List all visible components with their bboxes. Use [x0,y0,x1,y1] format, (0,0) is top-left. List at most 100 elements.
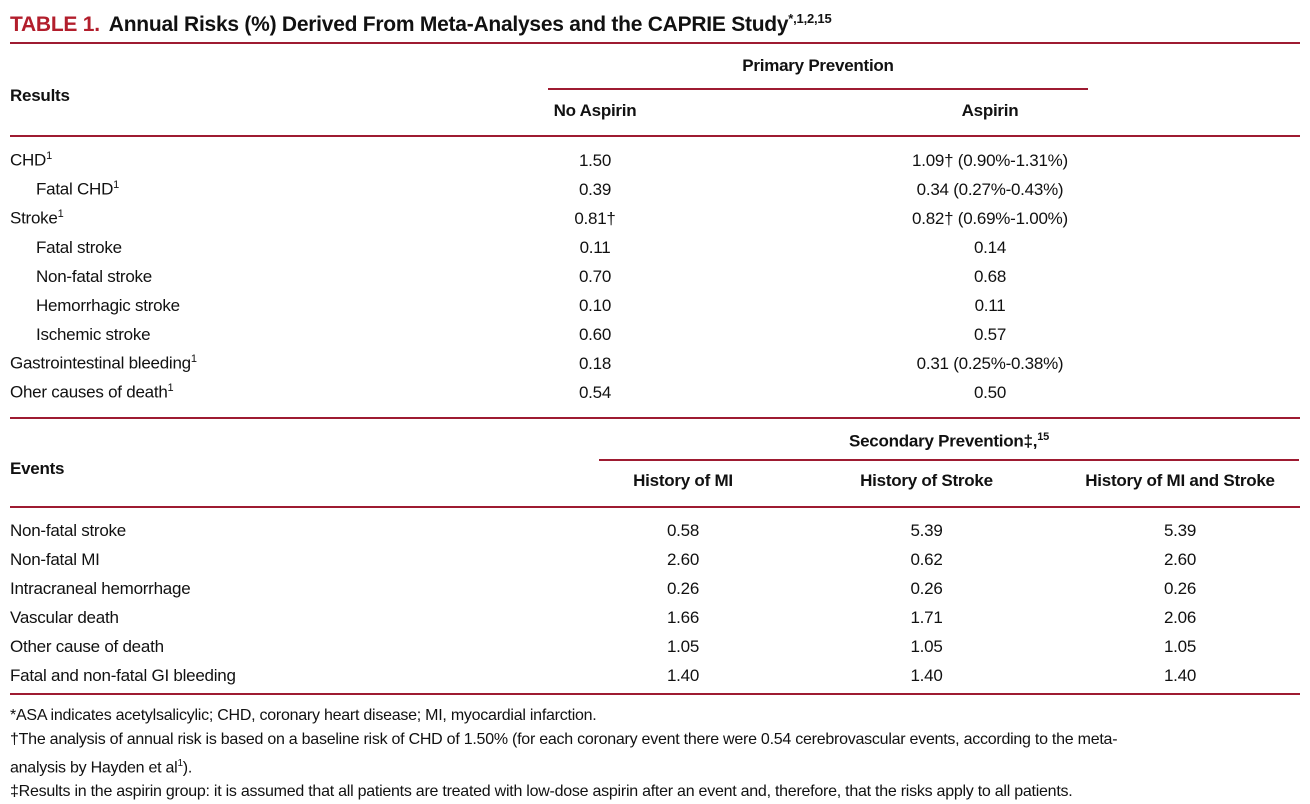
row-label-text: Other cause of death [10,636,164,656]
row-label-text: Vascular death [10,607,119,627]
col-head-aspirin: Aspirin [961,101,1019,120]
primary-prevention-rows: CHD1 1.50 1.09† (0.90%-1.31%) Fatal CHD1 0.3… [10,137,1300,407]
footnote-text: ). [182,759,193,777]
row-label: Other cause of death [10,637,593,657]
divider [10,42,1300,44]
value-history-of-mi-and-stroke: 0.26 [1163,578,1197,598]
divider [10,135,1300,137]
value-history-of-mi-and-stroke: 1.05 [1163,636,1197,656]
row-label-text: Non-fatal stroke [36,266,152,286]
table-row: Intracraneal hemorrhage 0.26 0.26 0.26 [10,574,1300,603]
value-aspirin: 0.82† (0.69%-1.00%) [912,208,1068,228]
row-label-text: Hemorrhagic stroke [36,295,180,315]
value-aspirin: 0.11 [974,295,1006,315]
row-label: Stroke1 [10,208,450,229]
row-label: Fatal CHD1 [10,179,450,200]
value-aspirin: 0.68 [973,266,1007,286]
footnotes: *ASA indicates acetylsalicylic; CHD, cor… [10,704,1300,804]
row-label-text: Fatal stroke [36,237,122,257]
secondary-stub-header: Events [10,459,65,478]
row-label: Intracraneal hemorrhage [10,579,593,599]
row-label: Vascular death [10,608,593,628]
row-label-text: CHD [10,150,47,170]
row-label: Gastrointestinal bleeding1 [10,353,450,374]
value-history-of-mi: 0.58 [666,520,700,540]
row-label-text: Stroke [10,208,58,228]
secondary-prevention-rows: Non-fatal stroke 0.58 5.39 5.39 Non-fatal MI… [10,508,1300,690]
value-no-aspirin: 0.70 [578,266,612,286]
row-label-superscript: 1 [57,208,64,221]
secondary-column-headers: History of MI History of Stroke History … [10,471,1300,491]
value-aspirin: 0.31 (0.25%-0.38%) [916,353,1064,373]
value-no-aspirin: 0.60 [578,324,612,344]
value-aspirin: 0.57 [973,324,1007,344]
table-row: Ischemic stroke 0.60 0.57 [10,320,1300,349]
secondary-prevention-header: Events Secondary Prevention‡,15 History … [10,419,1300,506]
row-label: Non-fatal stroke [10,267,450,287]
value-history-of-mi: 2.60 [666,549,700,569]
value-history-of-mi: 0.26 [666,578,700,598]
value-history-of-stroke: 1.05 [910,636,943,656]
table-row: Stroke1 0.81† 0.82† (0.69%-1.00%) [10,204,1300,233]
value-history-of-stroke: 1.40 [910,665,943,685]
row-label-superscript: 1 [46,150,53,163]
value-no-aspirin: 1.50 [578,150,612,170]
value-history-of-mi: 1.66 [666,607,700,627]
table-caption: TABLE 1. Annual Risks (%) Derived From Me… [10,0,1300,42]
value-aspirin: 1.09† (0.90%-1.31%) [912,150,1068,170]
table-row: Non-fatal stroke 0.70 0.68 [10,262,1300,291]
footnote: *ASA indicates acetylsalicylic; CHD, cor… [10,704,1300,728]
row-label: Hemorrhagic stroke [10,296,450,316]
footnote-text: analysis by Hayden et al [10,759,178,777]
value-no-aspirin: 0.18 [578,353,612,373]
table-row: Non-fatal stroke 0.58 5.39 5.39 [10,516,1300,545]
col-head-no-aspirin: No Aspirin [553,101,637,120]
table-row: Non-fatal MI 2.60 0.62 2.60 [10,545,1300,574]
value-history-of-stroke: 0.26 [910,578,943,598]
row-label-superscript: 1 [190,353,197,366]
value-no-aspirin: 0.10 [578,295,612,315]
col-head-history-of-stroke: History of Stroke [860,471,993,490]
divider [10,506,1300,508]
footnote-text: *ASA indicates acetylsalicylic; CHD, cor… [10,707,597,724]
divider [10,417,1300,419]
value-history-of-stroke: 0.62 [910,549,943,569]
value-history-of-mi-and-stroke: 1.40 [1163,665,1197,685]
table-title-superscript: *,1,2,15 [788,11,832,26]
footnote: †The analysis of annual risk is based on… [10,728,1300,780]
row-label-text: Non-fatal stroke [10,520,126,540]
primary-group-header-label: Primary Prevention [742,56,894,75]
primary-stub-header: Results [10,86,70,105]
value-no-aspirin: 0.11 [579,237,611,257]
row-label-superscript: 1 [167,382,174,395]
table-row: Hemorrhagic stroke 0.10 0.11 [10,291,1300,320]
row-label: Non-fatal stroke [10,521,593,541]
footnote-superscript: 1 [177,758,183,769]
row-label: Oher causes of death1 [10,382,450,403]
value-aspirin: 0.14 [973,237,1007,257]
primary-group-header: Primary Prevention [548,56,1088,90]
row-label: CHD1 [10,150,450,171]
table-row: Fatal CHD1 0.39 0.34 (0.27%-0.43%) [10,175,1300,204]
col-head-history-of-mi-and-stroke: History of MI and Stroke [1085,471,1275,490]
value-aspirin: 0.34 (0.27%-0.43%) [916,179,1064,199]
row-label-text: Oher causes of death [10,382,168,402]
value-no-aspirin: 0.54 [578,382,612,402]
value-history-of-mi-and-stroke: 2.06 [1163,607,1197,627]
secondary-group-header-label: Secondary Prevention [849,431,1024,451]
row-label: Non-fatal MI [10,550,593,570]
col-head-history-of-mi: History of MI [633,471,733,490]
secondary-group-header-marker: ‡, [1023,431,1038,451]
value-history-of-mi: 1.40 [666,665,700,685]
secondary-group-header: Secondary Prevention‡,15 [599,431,1299,461]
value-aspirin: 0.50 [973,382,1007,402]
row-label-text: Ischemic stroke [36,324,151,344]
row-label-text: Fatal and non-fatal GI bleeding [10,665,236,685]
value-history-of-mi: 1.05 [666,636,700,656]
divider [10,693,1300,695]
value-history-of-mi-and-stroke: 2.60 [1163,549,1197,569]
row-label-text: Intracraneal hemorrhage [10,578,191,598]
row-label: Ischemic stroke [10,325,450,345]
value-history-of-stroke: 5.39 [910,520,943,540]
footnote-text: †The analysis of annual risk is based on… [10,731,1118,748]
